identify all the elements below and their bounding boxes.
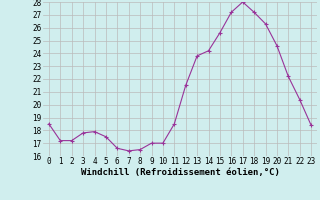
X-axis label: Windchill (Refroidissement éolien,°C): Windchill (Refroidissement éolien,°C): [81, 168, 279, 177]
